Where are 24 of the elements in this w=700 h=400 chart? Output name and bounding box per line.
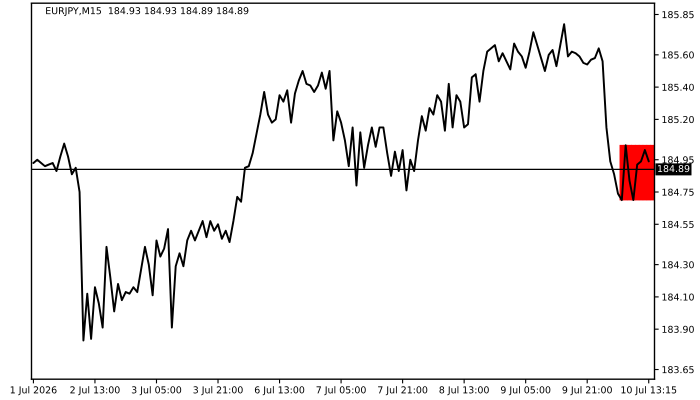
y-tick-label: 184.75 — [662, 188, 694, 196]
x-tick-label: 6 Jul 13:00 — [254, 386, 304, 396]
y-tick-label: 183.65 — [662, 366, 694, 374]
y-tick-label: 183.90 — [662, 326, 694, 333]
x-tick-label: 10 Jul 13:15 — [621, 386, 676, 396]
x-tick-label: 1 Jul 2026 — [10, 386, 57, 396]
y-tick-label: 185.60 — [662, 51, 694, 59]
y-tick-label: 185.20 — [662, 116, 694, 124]
x-tick-label: 3 Jul 05:00 — [132, 386, 182, 396]
ref-line-label: 184.89 — [658, 165, 690, 172]
y-tick-label: 184.30 — [662, 261, 694, 268]
chart-title: EURJPY,M15 184.93 184.93 184.89 184.89 — [46, 7, 248, 16]
y-tick-label: 184.55 — [662, 220, 694, 228]
x-tick-label: 9 Jul 05:00 — [500, 386, 550, 396]
x-tick-label: 8 Jul 13:00 — [439, 386, 489, 396]
y-tick-label: 184.10 — [662, 293, 694, 301]
y-tick-label: 185.40 — [662, 84, 694, 91]
x-tick-label: 7 Jul 05:00 — [316, 386, 366, 396]
x-tick-label: 2 Jul 13:00 — [70, 386, 120, 396]
x-tick-label: 7 Jul 21:00 — [378, 386, 428, 396]
x-tick-label: 3 Jul 21:00 — [193, 386, 243, 396]
y-tick-label: 184.95 — [662, 156, 694, 164]
x-tick-label: 9 Jul 21:00 — [562, 386, 612, 396]
y-tick-label: 185.85 — [662, 11, 694, 18]
